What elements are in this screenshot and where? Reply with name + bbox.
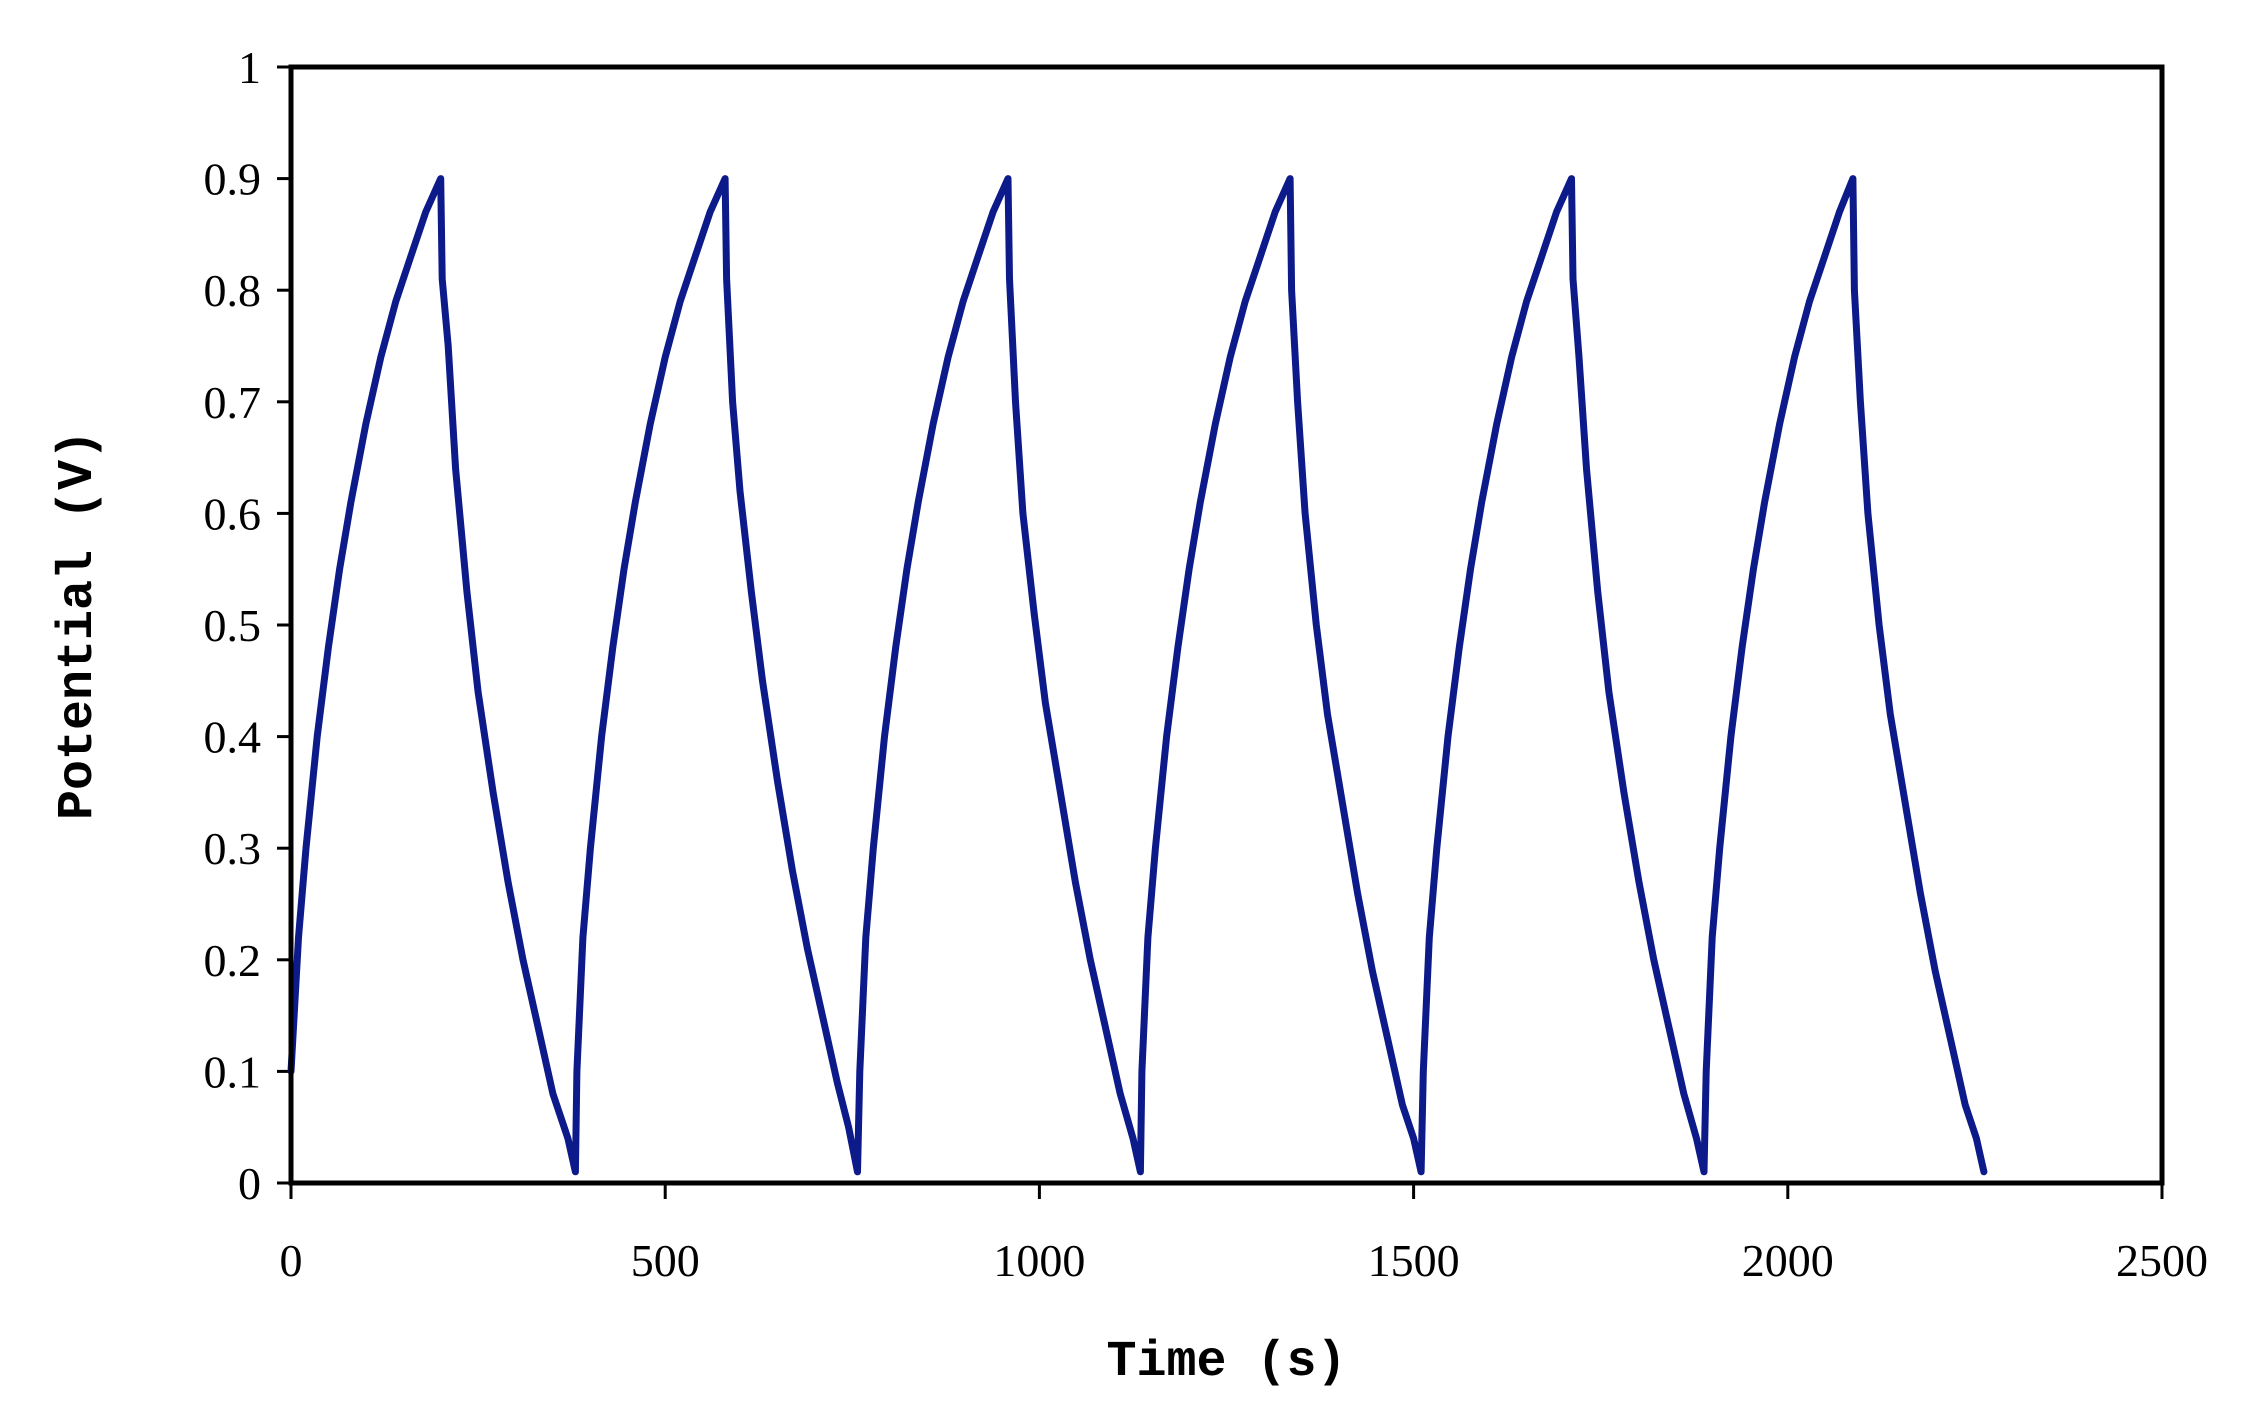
series-line (287, 175, 1988, 1176)
y-tick-label: 0.9 (204, 154, 262, 205)
y-tick-label: 0.7 (204, 377, 262, 428)
y-tick-label: 0.8 (204, 265, 262, 316)
y-axis-title: Potential (V) (50, 430, 107, 820)
y-tick-label: 0.6 (204, 488, 262, 539)
x-tick-label: 0 (280, 1235, 303, 1286)
x-tick-label: 1500 (1368, 1235, 1460, 1286)
y-tick-label: 0.4 (204, 712, 262, 763)
y-tick-label: 0.3 (204, 823, 262, 874)
y-tick-label: 0 (238, 1158, 261, 1209)
x-axis-title: Time (s) (1106, 1334, 1346, 1391)
x-tick-label: 2500 (2116, 1235, 2208, 1286)
axis-tick-labels: 0 0.1 0.2 0.3 0.4 0.5 0.6 0.7 0.8 0.9 1 0 500 1000 150… (204, 42, 2209, 1286)
x-tick-label: 500 (631, 1235, 700, 1286)
plot-area-frame (288, 64, 2165, 1186)
series-layer (287, 175, 1988, 1176)
y-tick-label: 0.5 (204, 600, 262, 651)
y-tick-label: 0.2 (204, 935, 262, 986)
y-tick-label: 1 (238, 42, 261, 93)
axis-ticks (277, 65, 2164, 1199)
y-tick-label: 0.1 (204, 1046, 262, 1097)
x-tick-label: 2000 (1742, 1235, 1834, 1286)
x-tick-label: 1000 (993, 1235, 1085, 1286)
